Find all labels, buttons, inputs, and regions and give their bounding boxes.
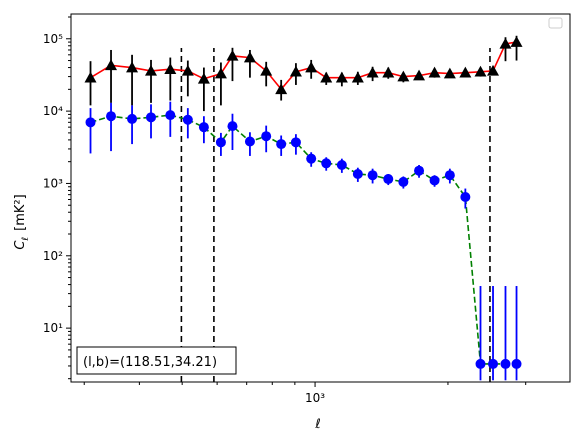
y-tick-label: 10⁵ bbox=[43, 32, 63, 46]
x-tick-label: 10³ bbox=[305, 391, 325, 405]
y-axis-label-subscript: ℓ bbox=[21, 237, 31, 242]
triangle-marker bbox=[382, 66, 395, 78]
triangle-marker bbox=[443, 67, 456, 79]
circle-marker bbox=[306, 153, 317, 164]
series-line-lower bbox=[90, 114, 517, 365]
triangle-marker bbox=[320, 71, 333, 83]
triangle-marker bbox=[474, 65, 487, 77]
circle-marker bbox=[383, 174, 394, 185]
annotation-box: (l,b)=(118.51,34.21) bbox=[76, 346, 237, 375]
triangle-marker bbox=[459, 66, 472, 78]
circle-marker bbox=[106, 111, 117, 122]
circle-marker bbox=[215, 137, 226, 148]
legend-box bbox=[548, 17, 563, 29]
triangle-marker bbox=[164, 63, 177, 74]
circle-marker bbox=[198, 122, 209, 133]
triangle-marker bbox=[197, 72, 210, 84]
series-line-upper bbox=[90, 41, 517, 91]
triangle-marker bbox=[351, 71, 364, 83]
circle-marker bbox=[182, 114, 193, 125]
circle-marker bbox=[500, 358, 511, 369]
circle-marker bbox=[429, 175, 440, 186]
y-tick-label: 10³ bbox=[43, 176, 63, 190]
circle-marker bbox=[165, 110, 176, 121]
circle-marker bbox=[488, 358, 499, 369]
vertical-lines bbox=[180, 48, 491, 382]
triangle-marker bbox=[275, 83, 288, 95]
series-markers bbox=[84, 36, 523, 369]
triangle-marker bbox=[335, 71, 348, 83]
y-axis-label-unit: [mK²] bbox=[13, 194, 28, 231]
triangle-marker bbox=[413, 69, 426, 81]
triangle-marker bbox=[260, 64, 273, 76]
annotation-text: (l,b)=(118.51,34.21) bbox=[83, 355, 217, 370]
circle-marker bbox=[475, 358, 486, 369]
circle-marker bbox=[127, 113, 138, 124]
triangle-marker bbox=[214, 67, 227, 79]
triangle-marker bbox=[487, 64, 500, 76]
triangle-marker bbox=[397, 70, 410, 82]
circle-marker bbox=[227, 121, 238, 132]
svg-text:Cℓ[mK²]: Cℓ [mK²] bbox=[13, 194, 31, 249]
circle-marker bbox=[336, 159, 347, 170]
error-bars bbox=[89, 35, 518, 381]
triangle-marker bbox=[226, 49, 239, 61]
x-axis-label: ℓ bbox=[314, 417, 320, 432]
triangle-marker bbox=[499, 37, 512, 49]
circle-marker bbox=[261, 131, 272, 142]
circle-marker bbox=[352, 169, 363, 180]
circle-marker bbox=[460, 191, 471, 202]
y-tick-label: 10⁴ bbox=[43, 104, 63, 118]
circle-marker bbox=[321, 158, 332, 169]
circle-marker bbox=[146, 112, 157, 123]
circle-marker bbox=[276, 139, 287, 150]
triangle-marker bbox=[289, 65, 302, 77]
series-lines bbox=[90, 41, 517, 365]
triangle-marker bbox=[181, 64, 194, 76]
triangle-marker bbox=[84, 71, 97, 83]
circle-marker bbox=[444, 170, 455, 181]
circle-marker bbox=[85, 117, 96, 128]
triangle-marker bbox=[305, 61, 318, 73]
circle-marker bbox=[244, 136, 255, 147]
triangle-marker bbox=[366, 66, 379, 78]
triangle-marker bbox=[126, 61, 139, 73]
y-tick-label: 10¹ bbox=[43, 321, 63, 335]
triangle-marker bbox=[145, 64, 158, 76]
triangle-marker bbox=[510, 36, 523, 47]
circle-marker bbox=[398, 176, 409, 187]
plot-frame bbox=[70, 13, 571, 383]
circle-marker bbox=[414, 165, 425, 176]
y-axis-label-symbol: C bbox=[13, 240, 28, 250]
triangle-marker bbox=[428, 66, 441, 78]
y-axis-label: Cℓ [mK²] bbox=[13, 194, 31, 249]
circle-marker bbox=[367, 170, 378, 181]
triangle-marker bbox=[243, 51, 256, 63]
triangle-marker bbox=[105, 59, 118, 71]
circle-marker bbox=[290, 137, 301, 148]
y-tick-label: 10² bbox=[43, 249, 63, 263]
circle-marker bbox=[511, 358, 522, 369]
